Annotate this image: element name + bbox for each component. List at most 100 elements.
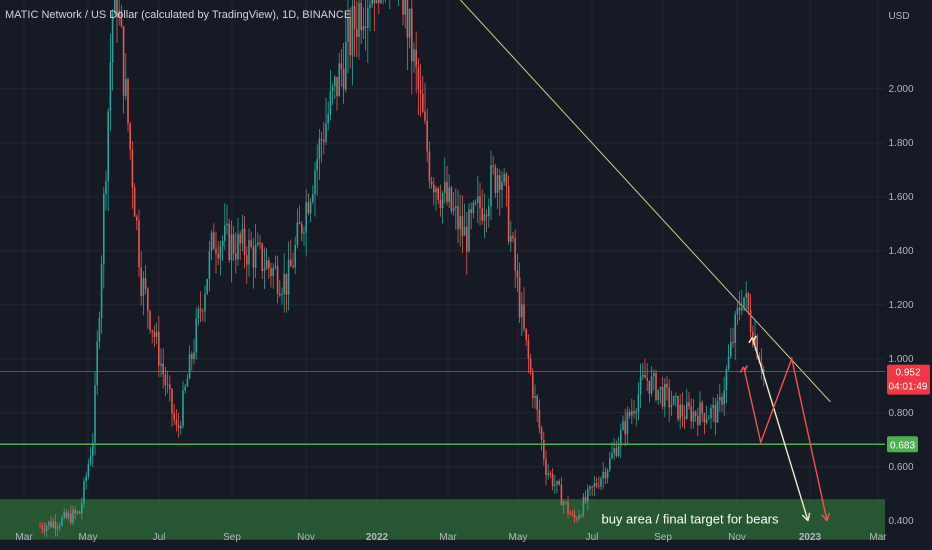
candle-body — [186, 378, 189, 387]
candle-body — [565, 501, 567, 503]
candle-body — [584, 496, 587, 502]
candle-body — [587, 488, 589, 502]
y-tick-label: 1.600 — [888, 192, 913, 203]
time-axis[interactable]: Mar May Jul Sep Nov 2022 Mar May Jul Sep Nov 2023 Ma… — [15, 532, 887, 543]
candle-body — [65, 512, 68, 518]
candle-body — [263, 268, 266, 272]
candle-body — [547, 473, 549, 476]
candle-body — [318, 138, 321, 159]
x-tick-label: Nov — [297, 532, 315, 543]
candle-body — [327, 114, 329, 124]
candle-body — [459, 216, 461, 230]
candle-body — [107, 111, 109, 181]
candle-body — [670, 404, 673, 408]
candle-body — [92, 442, 94, 456]
candle-body — [323, 140, 325, 142]
projection-arrowhead — [826, 512, 830, 521]
candle-body — [142, 278, 145, 296]
candle-body — [371, 0, 373, 5]
candle-body — [549, 473, 552, 475]
projection-marker — [748, 335, 757, 344]
y-tick-label: 1.200 — [888, 300, 913, 311]
candle-body — [516, 270, 519, 278]
candle-body — [76, 511, 79, 514]
candle-body — [175, 419, 178, 425]
candle-body — [96, 341, 98, 386]
candle-body — [683, 416, 686, 419]
x-tick-label: Nov — [728, 532, 746, 543]
candle-body — [723, 390, 725, 405]
candle-body — [351, 6, 354, 56]
candle-body — [257, 242, 259, 245]
candle-body — [375, 0, 378, 4]
candle-body — [237, 234, 239, 260]
candle-body — [730, 341, 732, 357]
candle-body — [510, 235, 512, 242]
x-tick-label: Mar — [869, 532, 887, 543]
candle-body — [241, 228, 244, 244]
candle-body — [675, 396, 677, 398]
candle-body — [754, 336, 756, 346]
candle-body — [63, 512, 65, 518]
candle-body — [468, 209, 470, 252]
projection-arrows[interactable] — [739, 335, 830, 522]
candle-body — [609, 457, 611, 470]
descending-trendline[interactable] — [368, 0, 831, 403]
candle-body — [219, 246, 222, 259]
candle-body — [703, 413, 706, 423]
candle-body — [296, 222, 299, 246]
candle-body — [347, 18, 349, 42]
candle-body — [353, 6, 356, 29]
support-price-badge: 0.683 — [887, 436, 918, 453]
candle-body — [274, 266, 277, 268]
candle-body — [666, 383, 668, 388]
candle-body — [197, 308, 200, 319]
candle-body — [149, 311, 151, 331]
current-price-badge: 0.952 04:01:49 — [887, 364, 930, 395]
y-tick-label: 1.400 — [888, 246, 913, 257]
candle-body — [721, 396, 723, 405]
candle-body — [613, 448, 615, 453]
candle-body — [226, 223, 228, 226]
candle-body — [413, 49, 415, 62]
candle-body — [639, 376, 642, 395]
y-tick-label: 0.400 — [888, 516, 913, 527]
candle-body — [272, 267, 274, 277]
currency-label: USD — [888, 11, 909, 22]
candle-body — [655, 373, 657, 400]
candle-body — [543, 439, 545, 460]
candle-body — [743, 297, 745, 308]
price-axis[interactable]: 2.000 1.800 1.600 1.400 1.200 1.000 0.800 0.600… — [888, 84, 913, 527]
candle-body — [114, 0, 116, 14]
candle-body — [578, 515, 580, 520]
candle-body — [463, 226, 466, 236]
candle-body — [406, 0, 409, 38]
candle-body — [457, 206, 459, 230]
candle-body — [741, 307, 743, 311]
candle-body — [111, 13, 114, 63]
candle-body — [727, 356, 730, 369]
candle-body — [595, 483, 598, 486]
candle-body — [688, 402, 690, 407]
candle-body — [169, 384, 171, 390]
candle-body — [573, 514, 576, 519]
candle-body — [600, 478, 602, 487]
candle-body — [745, 293, 747, 298]
candle-body — [699, 402, 701, 425]
candle-body — [705, 419, 708, 423]
candle-body — [309, 201, 312, 214]
candle-body — [571, 514, 574, 516]
candle-body — [195, 318, 197, 353]
candle-body — [155, 331, 158, 337]
y-tick-label: 1.000 — [888, 354, 913, 365]
buy-zone-label: buy area / final target for bears — [601, 511, 779, 526]
candle-body — [701, 402, 703, 414]
candle-body — [694, 411, 697, 417]
price-badge-background — [887, 364, 930, 395]
candle-body — [312, 194, 314, 202]
candle-body — [439, 200, 442, 208]
candle-body — [78, 511, 81, 514]
candle-body — [360, 2, 362, 31]
candle-body — [523, 304, 525, 329]
